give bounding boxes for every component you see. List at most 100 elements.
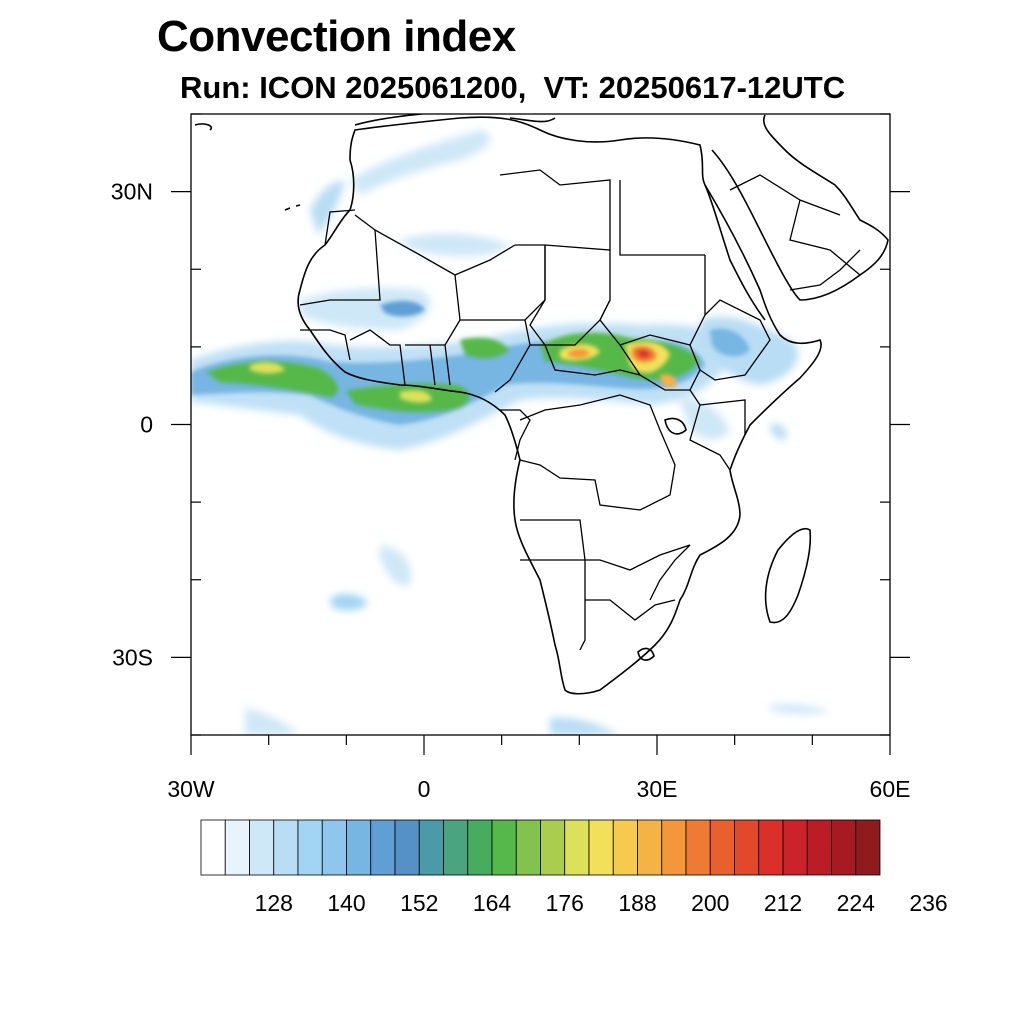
colorbar-swatch [224, 819, 250, 876]
border-gabon-congo [500, 409, 531, 461]
ethiopia-cells-mid [710, 328, 750, 357]
canary-islands [284, 204, 301, 211]
colorbar-tick-label: 224 [837, 890, 876, 916]
colorbar-tick-label: 188 [618, 890, 656, 916]
colorbar-swatch [297, 819, 323, 876]
lat-label: 30N [111, 179, 153, 205]
colorbar-swatch [831, 819, 857, 876]
gulf-guinea-yellow [400, 390, 432, 403]
colorbar-swatch [394, 819, 420, 876]
colorbar-swatch [637, 819, 663, 876]
colorbar-swatch [346, 819, 372, 876]
colorbar-swatch [273, 819, 299, 876]
indian-ocean-light [770, 423, 787, 440]
south-atlantic-cells2-light [330, 593, 368, 611]
border-libya [499, 169, 611, 251]
border-ethiopia [699, 299, 771, 381]
colorbar-swatch [588, 819, 614, 876]
colorbar-tick-label: 236 [909, 890, 947, 916]
colorbar-swatch [612, 819, 638, 876]
border-saudi [729, 174, 861, 276]
border-niger [454, 244, 546, 321]
africa-coastline [297, 116, 822, 695]
sahel-cells-light [300, 288, 431, 330]
convection-field [191, 130, 830, 735]
southern-ocean2-light [245, 708, 300, 735]
south-atlantic-cells-light [380, 545, 411, 586]
border-angola-zambia [520, 519, 691, 571]
map-frame [190, 113, 891, 736]
colorbar-swatch [467, 819, 493, 876]
arabian-peninsula-coast [711, 114, 889, 301]
colorbar-swatch [734, 819, 760, 876]
north-africa-light [350, 130, 491, 195]
colorbar-swatch [491, 819, 517, 876]
border-yemen-oman [789, 249, 861, 291]
colorbar-swatch [855, 819, 881, 876]
colorbar-swatch [370, 819, 396, 876]
colorbar-tick-label: 152 [400, 890, 438, 916]
colorbar: 128 140 152 164 176 188 200 212 224 236 [200, 819, 948, 916]
madagascar-coast [764, 528, 812, 624]
border-west-sahara [324, 209, 356, 246]
colorbar-tick-label: 128 [255, 890, 293, 916]
colorbar-swatch [709, 819, 735, 876]
border-egypt [619, 180, 705, 256]
med-coast [354, 114, 429, 126]
colorbar-tick-label: 140 [327, 890, 365, 916]
lake-victoria [664, 417, 687, 435]
southern-ocean3-light [770, 704, 830, 715]
border-drc [519, 394, 676, 511]
lat-label: 30S [112, 644, 153, 670]
colorbar-swatch [418, 819, 444, 876]
southern-ocean-light [550, 717, 620, 735]
itcz-band-green [205, 360, 339, 398]
border-cameroon-car [530, 344, 641, 376]
colorbar-swatch [685, 819, 711, 876]
sudan-red [638, 349, 650, 359]
lon-label: 30E [637, 776, 678, 802]
lesotho-outline [637, 647, 655, 661]
colorbar-tick-label: 164 [473, 890, 512, 916]
border-west-africa-small [300, 329, 445, 386]
iberia-coast [194, 117, 556, 131]
colorbar-swatch [782, 819, 808, 876]
border-kenya-tanzania [689, 389, 746, 471]
map-title: Convection index [157, 12, 516, 61]
border-mozambique [649, 544, 691, 601]
colorbar-swatch [540, 819, 566, 876]
colorbar-swatch [564, 819, 590, 876]
colorbar-swatch [758, 819, 784, 876]
border-botswana-za [585, 599, 676, 621]
border-south-sudan [619, 344, 701, 391]
convection-blobs-high [250, 341, 677, 403]
map-subtitle: Run: ICON 2025061200, VT: 20250617-12UTC [180, 70, 846, 105]
lon-label: 0 [418, 776, 431, 802]
colorbar-swatch [661, 819, 687, 876]
colorbar-swatch [806, 819, 832, 876]
colorbar-swatch [515, 819, 541, 876]
colorbar-swatch [321, 819, 347, 876]
colorbar-swatch [200, 819, 226, 876]
south-sudan-orange [660, 374, 677, 388]
map-axes: 30N 0 30S 30W 0 30E 60E [111, 113, 911, 802]
west-africa-upper-light [400, 233, 510, 257]
nigeria-cells-green [460, 337, 510, 360]
convection-blobs-light [191, 130, 830, 735]
lon-label: 60E [870, 776, 911, 802]
colorbar-tick-label: 176 [546, 890, 584, 916]
colorbar-swatch [249, 819, 275, 876]
morocco-cells-light [310, 181, 345, 235]
country-borders [299, 169, 861, 651]
sahel-cells-mid [380, 300, 425, 317]
coastlines [194, 114, 889, 695]
central-orange [568, 348, 590, 358]
colorbar-tick-label: 200 [691, 890, 729, 916]
colorbar-tick-label: 212 [764, 890, 802, 916]
border-algeria-mali [354, 214, 516, 276]
colorbar-swatch [443, 819, 469, 876]
itcz-yellow-west [250, 362, 285, 374]
red-sea-coast [704, 184, 766, 321]
border-mali [299, 229, 381, 306]
